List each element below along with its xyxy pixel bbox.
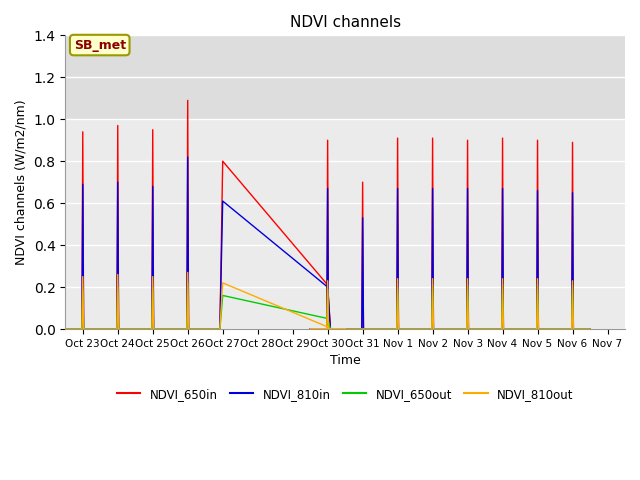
Bar xyxy=(65,36,625,119)
Title: NDVI channels: NDVI channels xyxy=(289,15,401,30)
Legend: NDVI_650in, NDVI_810in, NDVI_650out, NDVI_810out: NDVI_650in, NDVI_810in, NDVI_650out, NDV… xyxy=(112,383,578,405)
Text: SB_met: SB_met xyxy=(74,38,126,51)
Y-axis label: NDVI channels (W/m2/nm): NDVI channels (W/m2/nm) xyxy=(15,99,28,265)
X-axis label: Time: Time xyxy=(330,354,360,367)
